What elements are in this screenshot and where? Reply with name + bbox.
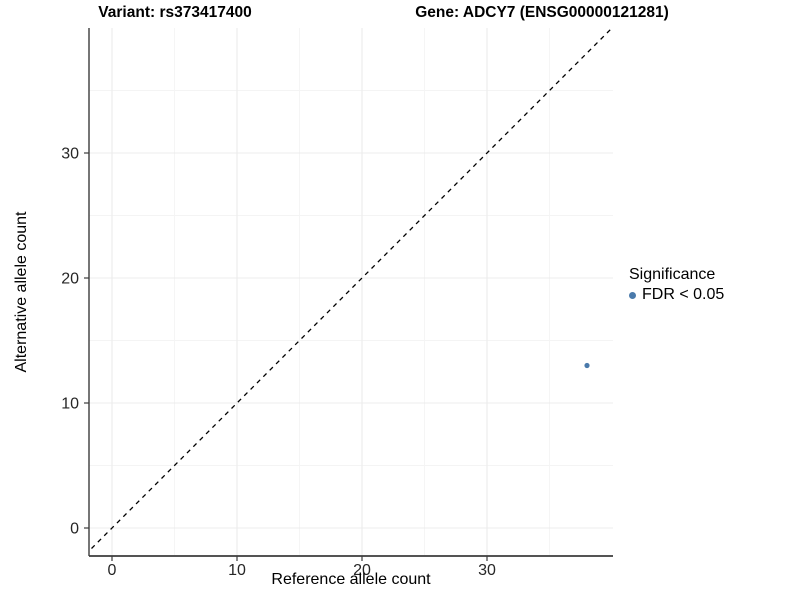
legend: Significance FDR < 0.05 [629, 266, 724, 304]
legend-title: Significance [629, 266, 716, 283]
legend-key-dot [629, 291, 636, 299]
x-tick-label: 20 [353, 562, 371, 579]
variant-title: Variant: rs373417400 [98, 4, 252, 21]
legend-item-label: FDR < 0.05 [642, 286, 725, 303]
data-point [584, 362, 590, 369]
x-tick-label: 30 [478, 562, 496, 579]
y-tick-label: 20 [61, 271, 79, 288]
y-tick-label: 0 [70, 521, 79, 538]
legend-items: FDR < 0.05 [629, 286, 724, 304]
legend-item: FDR < 0.05 [629, 286, 724, 304]
identity-line [89, 28, 613, 552]
x-tick-label: 0 [108, 562, 117, 579]
y-tick-label: 10 [61, 396, 79, 413]
gene-title: Gene: ADCY7 (ENSG00000121281) [415, 4, 669, 21]
x-axis-title: Reference allele count [271, 571, 431, 588]
y-tick-label: 30 [61, 146, 79, 163]
y-axis-title: Alternative allele count [13, 211, 30, 373]
x-tick-label: 10 [228, 562, 246, 579]
